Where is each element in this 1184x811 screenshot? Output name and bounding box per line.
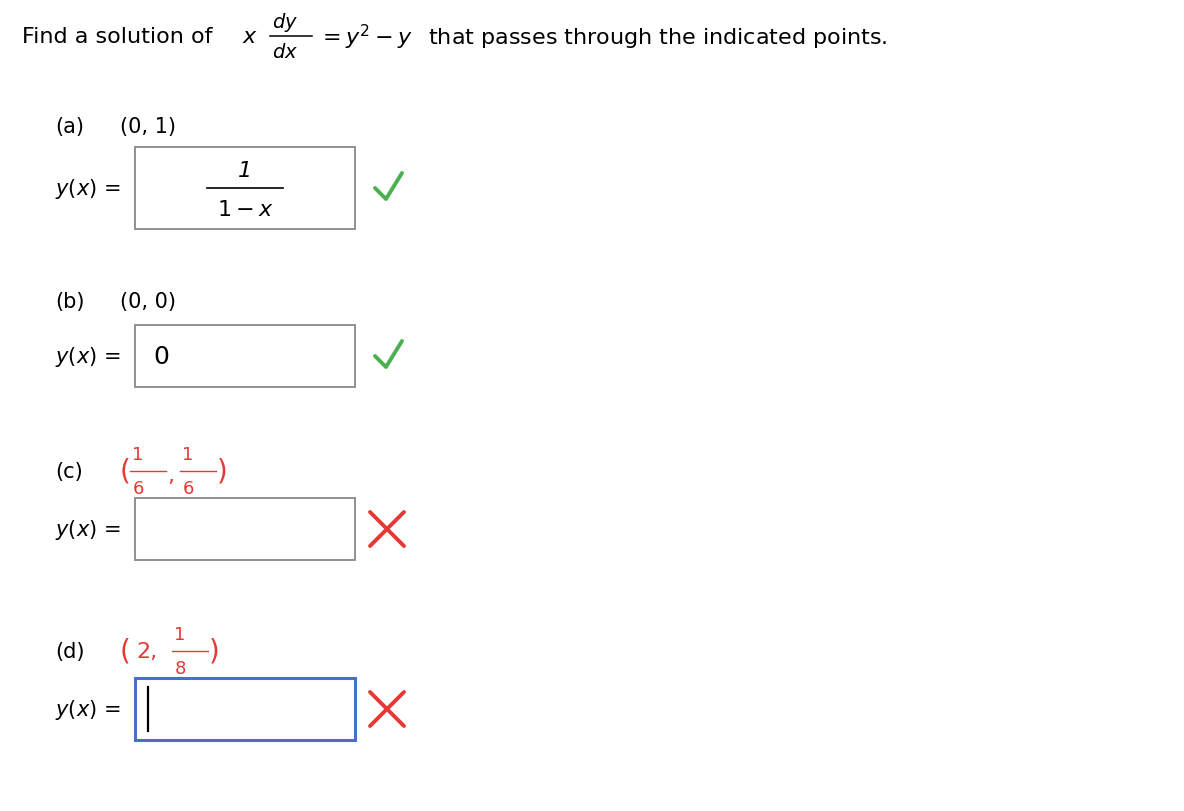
FancyBboxPatch shape (135, 678, 355, 740)
Text: ,: , (167, 466, 174, 486)
Text: $dy$: $dy$ (272, 11, 298, 34)
Text: 0: 0 (153, 345, 169, 368)
Text: 1: 1 (182, 445, 194, 463)
Text: (b): (b) (54, 292, 84, 311)
Text: $x$: $x$ (242, 27, 258, 47)
Text: 6: 6 (133, 479, 143, 497)
FancyBboxPatch shape (135, 148, 355, 230)
Text: $dx$: $dx$ (272, 44, 298, 62)
FancyBboxPatch shape (135, 499, 355, 560)
Text: (0, 0): (0, 0) (120, 292, 176, 311)
Text: 2,: 2, (136, 642, 157, 661)
Text: ): ) (217, 457, 227, 486)
FancyBboxPatch shape (135, 325, 355, 388)
Text: $y(x)$ =: $y(x)$ = (54, 345, 121, 368)
Text: $y(x)$ =: $y(x)$ = (54, 177, 121, 201)
Text: (d): (d) (54, 642, 84, 661)
Text: $y(x)$ =: $y(x)$ = (54, 697, 121, 721)
Text: 8: 8 (174, 659, 186, 677)
Text: (: ( (120, 637, 130, 665)
Text: $= y^{2} - y\,$  that passes through the indicated points.: $= y^{2} - y\,$ that passes through the … (318, 23, 887, 52)
Text: Find a solution of: Find a solution of (22, 27, 227, 47)
Text: ): ) (210, 637, 220, 665)
Text: (c): (c) (54, 461, 83, 482)
Text: 1: 1 (133, 445, 143, 463)
Text: (0, 1): (0, 1) (120, 117, 176, 137)
Text: 6: 6 (182, 479, 194, 497)
Text: (a): (a) (54, 117, 84, 137)
Text: $y(x)$ =: $y(x)$ = (54, 517, 121, 541)
Text: 1: 1 (238, 161, 252, 181)
Text: $1 - x$: $1 - x$ (217, 200, 274, 220)
Text: 1: 1 (174, 625, 186, 643)
Text: (: ( (120, 457, 130, 486)
